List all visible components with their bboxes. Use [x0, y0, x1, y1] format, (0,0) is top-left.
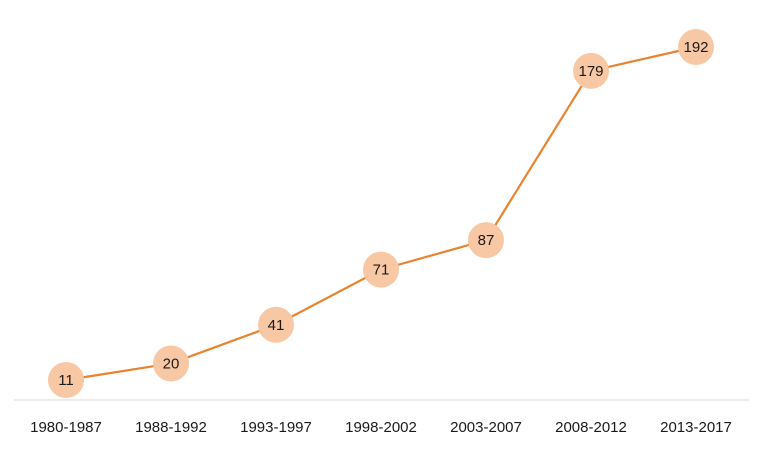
x-tick-label: 1980-1987	[30, 419, 102, 436]
data-point-label: 11	[58, 372, 74, 389]
data-point-label: 179	[578, 63, 603, 80]
x-tick-label: 2013-2017	[660, 419, 732, 436]
data-point-marker	[363, 251, 399, 288]
data-point-label: 192	[683, 39, 708, 56]
x-tick-label: 2008-2012	[555, 419, 627, 436]
data-labels: 11 20 41 71 87 179 192	[58, 39, 708, 389]
x-tick-label: 1988-1992	[135, 419, 207, 436]
markers	[48, 29, 714, 398]
data-point-marker	[48, 362, 84, 398]
data-point-marker	[153, 345, 189, 382]
data-point-label: 71	[373, 262, 390, 279]
x-tick-labels: 1980-1987 1988-1992 1993-1997 1998-2002 2003…	[30, 419, 732, 436]
data-point-label: 20	[163, 355, 180, 372]
series-line	[65, 45, 697, 382]
x-tick-label: 1998-2002	[345, 419, 417, 436]
x-tick-label: 1993-1997	[240, 419, 312, 436]
data-point-marker	[573, 52, 609, 89]
data-point-marker	[678, 29, 714, 65]
x-tick-label: 2003-2007	[450, 419, 522, 436]
data-point-label: 87	[478, 232, 495, 249]
data-point-marker	[468, 222, 504, 259]
data-point-label: 41	[268, 317, 285, 334]
data-point-marker	[258, 306, 294, 343]
